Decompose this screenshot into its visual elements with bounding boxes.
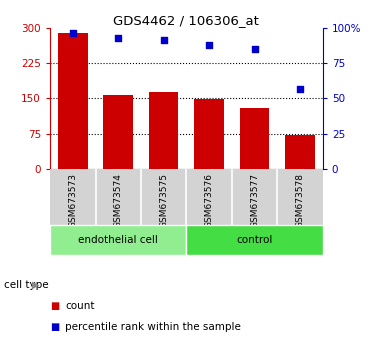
- Bar: [104, 95, 133, 169]
- Text: GSM673574: GSM673574: [114, 173, 123, 228]
- Text: percentile rank within the sample: percentile rank within the sample: [65, 322, 241, 332]
- Text: GSM673577: GSM673577: [250, 173, 259, 228]
- Text: GSM673575: GSM673575: [159, 173, 168, 228]
- Bar: [50, 225, 187, 255]
- Text: GSM673573: GSM673573: [68, 173, 77, 228]
- Text: count: count: [65, 301, 95, 311]
- Point: [70, 30, 76, 35]
- Text: GSM673576: GSM673576: [205, 173, 214, 228]
- Point: [206, 42, 212, 48]
- Point: [161, 37, 167, 42]
- Text: GSM673578: GSM673578: [296, 173, 305, 228]
- Text: ▶: ▶: [32, 280, 40, 290]
- Bar: [58, 33, 88, 169]
- Title: GDS4462 / 106306_at: GDS4462 / 106306_at: [114, 14, 259, 27]
- Text: ■: ■: [50, 322, 59, 332]
- Text: ■: ■: [50, 301, 59, 311]
- Text: endothelial cell: endothelial cell: [78, 235, 158, 245]
- Text: control: control: [236, 235, 273, 245]
- Point: [115, 35, 121, 41]
- Point: [252, 46, 257, 52]
- Text: cell type: cell type: [4, 280, 48, 290]
- Bar: [149, 92, 178, 169]
- Point: [297, 86, 303, 91]
- Bar: [187, 225, 323, 255]
- Bar: [240, 108, 269, 169]
- Bar: [285, 135, 315, 169]
- Bar: [194, 99, 224, 169]
